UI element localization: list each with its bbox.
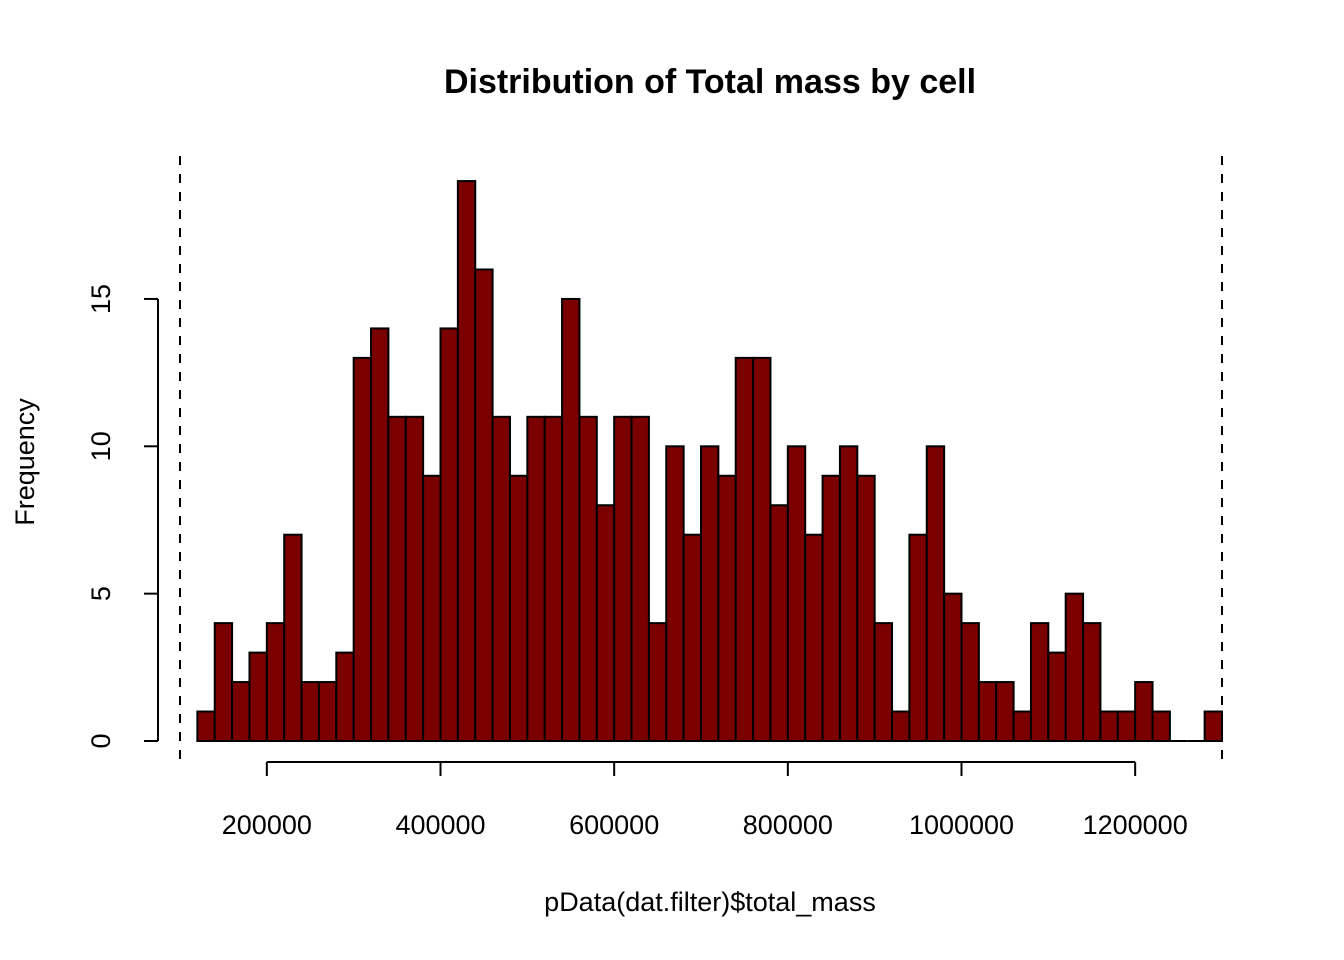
x-tick-label-0: 200000 (222, 810, 312, 840)
bar-47 (1012, 710, 1032, 743)
bar-45 (977, 681, 998, 742)
bar-39 (873, 622, 894, 742)
bar-12 (404, 415, 425, 742)
bar-48 (1029, 622, 1050, 742)
bar-29 (700, 445, 720, 742)
bar-24 (613, 415, 633, 742)
x-tick-label-4: 1000000 (909, 810, 1014, 840)
reference-lines (179, 156, 1223, 764)
bar-31 (734, 356, 755, 742)
y-tick-label-1: 5 (86, 586, 116, 601)
bar-26 (647, 622, 668, 742)
bar-37 (838, 445, 859, 742)
bar-35 (804, 533, 824, 743)
bar-52 (1099, 710, 1119, 743)
bar-2 (231, 681, 251, 742)
bar-17 (491, 415, 511, 742)
bar-46 (995, 681, 1015, 742)
y-tick-label-3: 15 (86, 284, 116, 314)
bar-5 (283, 533, 303, 743)
y-tick-label-2: 10 (86, 431, 116, 461)
bar-21 (561, 297, 581, 742)
bar-38 (856, 474, 876, 742)
bar-1 (213, 622, 234, 742)
bar-44 (960, 622, 980, 742)
y-tick-label-0: 0 (86, 733, 116, 748)
bar-50 (1064, 592, 1085, 743)
bar-22 (578, 415, 598, 742)
bar-8 (335, 651, 355, 743)
x-tick-label-2: 600000 (569, 810, 659, 840)
bar-19 (526, 415, 546, 742)
bar-32 (752, 356, 772, 742)
bar-16 (474, 268, 494, 742)
bar-27 (665, 445, 685, 742)
y-axis-label: Frequency (10, 398, 40, 526)
bar-41 (908, 533, 928, 743)
bar-18 (508, 474, 529, 742)
bar-25 (630, 415, 650, 742)
bar-0 (196, 710, 216, 743)
bar-53 (1116, 710, 1137, 743)
bar-49 (1047, 651, 1067, 743)
x-tick-label-5: 1200000 (1083, 810, 1188, 840)
bar-9 (352, 356, 373, 742)
bar-42 (925, 445, 946, 742)
bar-40 (891, 710, 911, 743)
bar-11 (387, 415, 407, 742)
bar-28 (682, 533, 703, 743)
bar-20 (543, 415, 564, 742)
x-tick-label-3: 800000 (743, 810, 833, 840)
bar-13 (422, 474, 442, 742)
x-axis-label: pData(dat.filter)$total_mass (544, 887, 876, 917)
bar-6 (300, 681, 320, 742)
bars-group (196, 180, 1224, 743)
bar-33 (769, 504, 789, 742)
bar-7 (317, 681, 338, 742)
bar-55 (1151, 710, 1171, 743)
chart-title: Distribution of Total mass by cell (444, 63, 976, 101)
bar-54 (1134, 681, 1154, 742)
x-tick-label-1: 400000 (395, 810, 485, 840)
bar-4 (265, 622, 286, 742)
bar-36 (821, 474, 841, 742)
bar-14 (439, 327, 459, 742)
bar-10 (370, 327, 390, 742)
bar-30 (717, 474, 737, 742)
bar-58 (1203, 710, 1224, 743)
bar-3 (248, 651, 268, 743)
bar-51 (1082, 622, 1102, 742)
bar-15 (456, 180, 477, 742)
bar-43 (943, 592, 963, 743)
x-axis: 200000 400000 600000 800000 1000000 1200000 (222, 761, 1188, 840)
bar-23 (595, 504, 616, 742)
y-axis: 0 5 10 15 (86, 284, 159, 749)
bar-34 (786, 445, 807, 742)
